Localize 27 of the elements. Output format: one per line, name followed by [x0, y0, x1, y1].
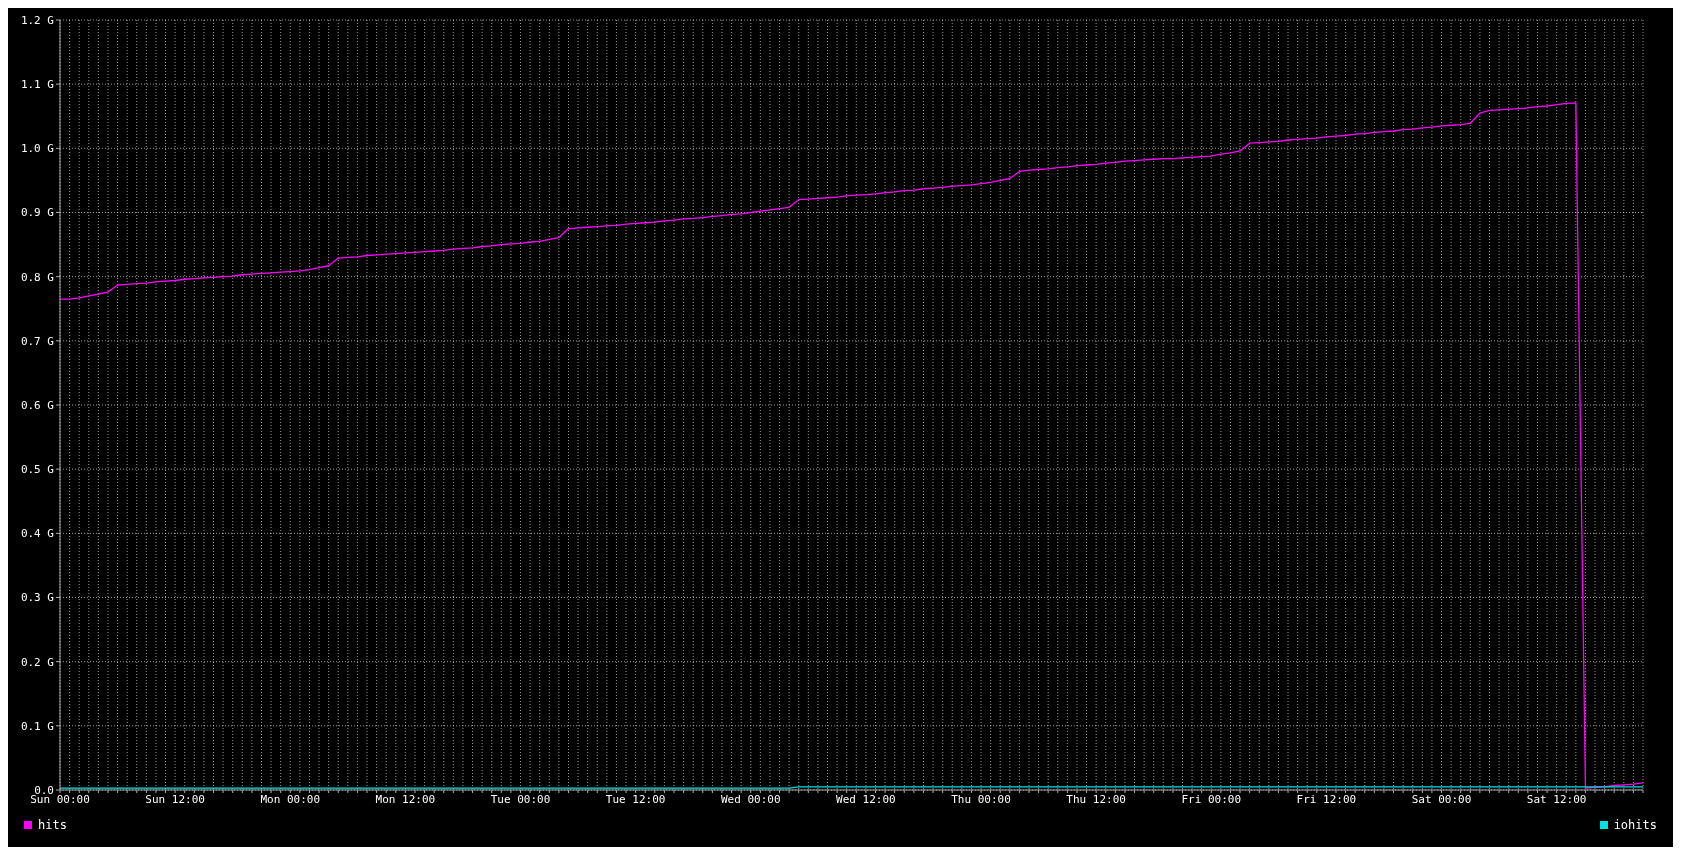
y-tick-label: 0.1 G	[20, 719, 54, 733]
y-tick-label: 0.5 G	[20, 463, 54, 477]
x-tick-label: Sun 12:00	[145, 792, 205, 806]
y-tick-label: 1.2 G	[20, 13, 54, 27]
y-tick-label: 0.9 G	[20, 206, 54, 220]
x-tick-label: Fri 00:00	[1181, 792, 1242, 806]
x-tick-label: Mon 00:00	[260, 792, 321, 806]
x-tick-label: Sat 00:00	[1411, 792, 1472, 806]
x-tick-label: Thu 00:00	[951, 792, 1011, 806]
x-tick-label: Thu 12:00	[1066, 792, 1126, 806]
y-tick-label: 0.2 G	[20, 655, 54, 669]
y-tick-label: 1.1 G	[20, 78, 54, 92]
y-tick-label: 1.0 G	[20, 142, 54, 156]
x-tick-label: Fri 12:00	[1296, 792, 1357, 806]
x-tick-label: Wed 12:00	[836, 792, 896, 806]
x-tick-label: Mon 12:00	[375, 792, 436, 806]
y-tick-label: 0.4 G	[20, 527, 54, 541]
x-tick-label: Tue 12:00	[605, 792, 666, 806]
legend-label: hits	[37, 818, 67, 832]
x-tick-label: Tue 00:00	[490, 792, 551, 806]
x-tick-label: Sat 12:00	[1526, 792, 1587, 806]
y-tick-label: 0.3 G	[20, 591, 54, 605]
y-tick-label: 0.6 G	[20, 398, 54, 412]
x-tick-label: Wed 00:00	[720, 792, 781, 806]
y-tick-label: 0.8 G	[20, 270, 54, 284]
legend-label: iohits	[1612, 818, 1657, 832]
y-tick-label: 0.7 G	[20, 334, 54, 348]
